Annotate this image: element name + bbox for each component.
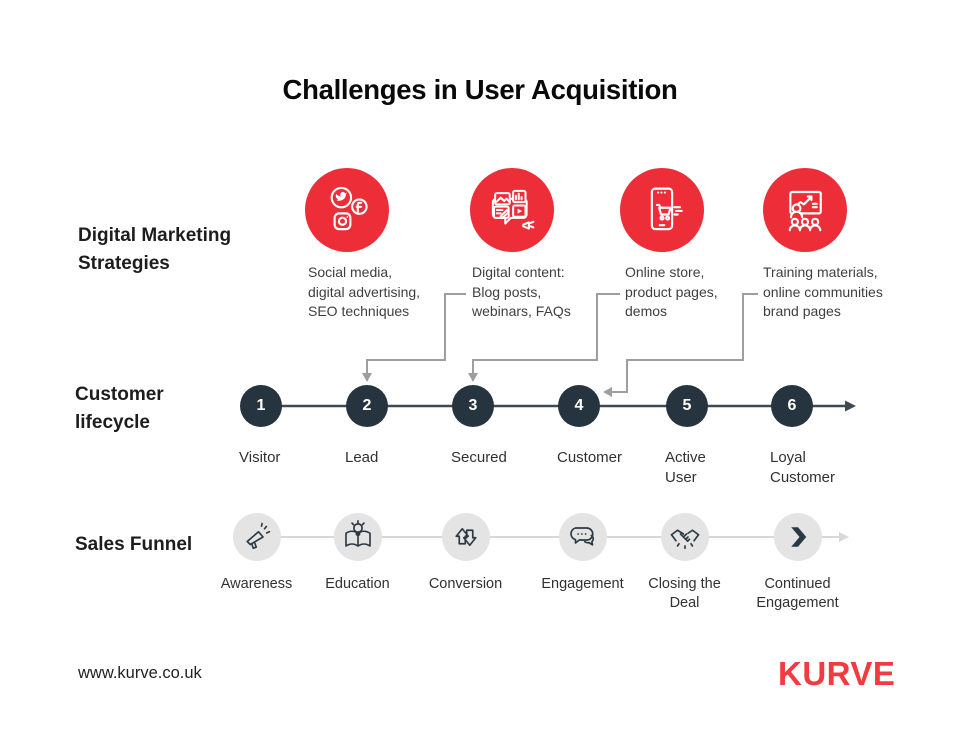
lifecycle-stage-label: Visitor: [239, 449, 281, 466]
strategy-description: Digital content: Blog posts, webinars, F…: [472, 264, 571, 319]
digital-content-icon: [470, 168, 554, 252]
online-store-icon: [620, 168, 704, 252]
lifecycle-stage-circle: 5: [666, 385, 708, 427]
strategies-row-label: Digital Marketing Strategies: [78, 225, 232, 274]
strategy-description: Training materials, online communities b…: [763, 264, 883, 319]
funnel-stage-label: Closing the Deal: [648, 576, 721, 611]
lifecycle-stage-label: Secured: [451, 449, 507, 466]
lifecycle-stage-circle: 1: [240, 385, 282, 427]
strategy-description: Social media, digital advertising, SEO t…: [308, 264, 421, 319]
funnel-stage-label: Continued Engagement: [756, 576, 839, 611]
funnel-stage-label: Education: [325, 576, 390, 592]
funnel-row-label: Sales Funnel: [75, 534, 193, 555]
strategy-description: Online store, product pages, demos: [625, 264, 718, 319]
page-title: Challenges in User Acquisition: [282, 74, 678, 105]
chat-bubbles-icon: [559, 513, 607, 561]
lifecycle-stage-label: Active User: [665, 449, 706, 486]
lifecycle-row-label: Customer lifecycle: [75, 384, 164, 433]
funnel-stage-label: Engagement: [541, 576, 624, 592]
kurve-logo: KURVE: [778, 655, 896, 692]
megaphone-icon: [233, 513, 281, 561]
up-down-arrows-icon: [442, 513, 490, 561]
social-media-icon: [305, 168, 389, 252]
funnel-stage-label: Conversion: [428, 576, 503, 592]
lifecycle-stage-label: Loyal Customer: [770, 449, 836, 486]
lifecycle-stage-label: Lead: [345, 449, 379, 466]
book-lightbulb-icon: [334, 513, 382, 561]
training-icon: [763, 168, 847, 252]
funnel-stage-label: Awareness: [220, 576, 293, 592]
website-url: www.kurve.co.uk: [78, 664, 202, 682]
lifecycle-stage-circle: 3: [452, 385, 494, 427]
lifecycle-stage-circle: 6: [771, 385, 813, 427]
chevron-icon: [774, 513, 822, 561]
lifecycle-stage-circle: 4: [558, 385, 600, 427]
lifecycle-stage-label: Customer: [557, 449, 623, 466]
handshake-icon: [661, 513, 709, 561]
lifecycle-stage-circle: 2: [346, 385, 388, 427]
